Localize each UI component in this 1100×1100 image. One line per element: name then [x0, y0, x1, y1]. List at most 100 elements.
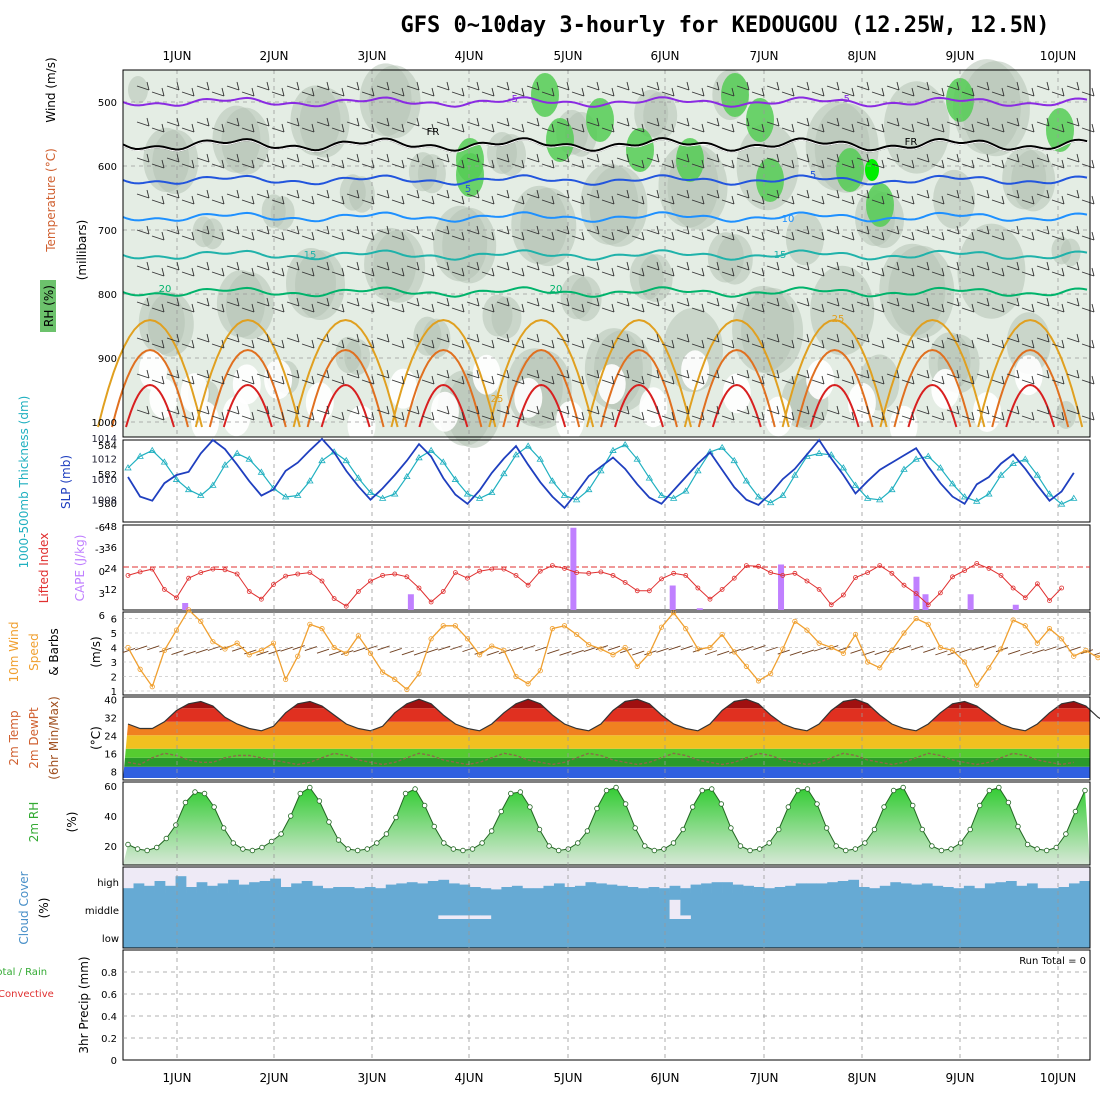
- rh2m-marker: [163, 835, 169, 842]
- rh2m-marker: [890, 787, 897, 794]
- upper-wind-barb: [166, 157, 180, 163]
- rh2m-marker: [173, 822, 179, 828]
- upper-wind-barb-tick: [731, 195, 735, 205]
- rh2m-marker: [823, 825, 830, 831]
- thickness-marker: [488, 488, 496, 495]
- lifted-index-marker: [210, 566, 216, 572]
- upper-wind-barb: [466, 121, 480, 127]
- upper-wind-barb: [451, 163, 465, 169]
- upper-wind-barb: [1066, 193, 1080, 199]
- rh2m-marker: [479, 840, 485, 846]
- upper-wind-barb: [586, 121, 600, 127]
- cloud-high-bar: [459, 884, 471, 893]
- precip-tick: 0: [111, 1056, 117, 1067]
- upper-wind-barb-tick: [806, 369, 810, 379]
- wind10m-marker: [477, 652, 483, 658]
- upper-wind-barb: [841, 415, 855, 421]
- upper-wind-barb: [271, 91, 285, 97]
- upper-wind-barb: [586, 229, 600, 235]
- rh2m-marker: [249, 847, 256, 854]
- upper-wind-barb-tick: [626, 369, 630, 379]
- upper-wind-barb: [241, 127, 255, 133]
- rh-dry: [597, 364, 626, 405]
- upper-wind-barb-tick: [971, 411, 975, 421]
- temp-band: [123, 699, 1090, 709]
- cloud-high-bar: [553, 883, 565, 893]
- cloud-high-bar: [806, 883, 818, 893]
- upper-wind-barb-tick: [146, 81, 150, 91]
- upper-wind-barb-tick: [311, 195, 315, 205]
- upper-wind-barb: [586, 265, 600, 271]
- upper-wind-barb-tick: [761, 231, 765, 241]
- rh-moist: [1046, 108, 1074, 152]
- wind10m-marker: [865, 659, 871, 665]
- cloud-high-bar: [753, 887, 765, 893]
- upper-wind-barb: [181, 379, 195, 385]
- upper-wind-barb-tick: [1091, 159, 1095, 169]
- upper-wind-barb: [901, 379, 915, 385]
- upper-wind-barb-tick: [281, 87, 285, 97]
- upper-wind-barb: [466, 301, 480, 307]
- upper-wind-barb: [301, 235, 315, 241]
- thickness-marker: [924, 452, 932, 459]
- upper-wind-barb: [436, 229, 450, 235]
- rh2m-marker: [575, 840, 581, 846]
- lifted-tick: -3: [95, 545, 105, 556]
- upper-wind-barb-tick: [251, 231, 255, 241]
- upper-wind-barb-tick: [1016, 261, 1020, 271]
- dewpoint-line: [127, 752, 1074, 766]
- upper-wind-barb-tick: [446, 405, 450, 415]
- wind10m-marker: [840, 650, 846, 656]
- thickness-marker: [718, 443, 726, 451]
- upper-wind-barb: [1081, 91, 1095, 97]
- upper-wind-barb: [331, 127, 345, 133]
- upper-wind-barb-tick: [176, 333, 180, 343]
- contour-surface-arch: [977, 318, 1084, 428]
- contour-surface-arch: [893, 348, 972, 428]
- upper-wind-barb-tick: [1001, 231, 1005, 241]
- cloud-mid-gap: [448, 915, 460, 919]
- cloud-high-bar: [343, 887, 355, 893]
- upper-wind-barb: [361, 271, 375, 277]
- upper-wind-barb-tick: [341, 195, 345, 205]
- thickness-marker: [306, 477, 314, 484]
- wind10m-marker: [513, 673, 519, 680]
- rh2m-marker: [1082, 787, 1088, 794]
- upper-wind-barb-tick: [626, 81, 630, 91]
- rh2m-marker: [354, 847, 361, 854]
- upper-wind-barb-tick: [386, 369, 390, 379]
- upper-wind-barb-tick: [146, 117, 150, 127]
- upper-wind-barb-tick: [596, 189, 600, 199]
- upper-wind-barb-tick: [956, 369, 960, 379]
- upper-wind-barb-tick: [581, 339, 585, 349]
- upper-wind-barb: [1021, 307, 1035, 313]
- upper-wind-barb: [436, 409, 450, 415]
- wind10m-barb: [910, 645, 924, 651]
- upper-wind-barb-tick: [1001, 267, 1005, 277]
- upper-wind-barb-tick: [1061, 375, 1065, 385]
- upper-wind-barb-tick: [986, 369, 990, 379]
- rh2m-marker: [661, 846, 667, 852]
- upper-wind-barb: [256, 121, 270, 127]
- upper-wind-barb-tick: [341, 87, 345, 97]
- upper-wind-barb: [376, 229, 390, 235]
- cloud-high-bar: [627, 887, 639, 893]
- upper-wind-barb: [391, 415, 405, 421]
- wind10m-marker: [901, 630, 907, 636]
- cloud-cover-label: Cloud Cover: [17, 871, 31, 944]
- upper-wind-barb: [421, 271, 435, 277]
- upper-wind-barb-tick: [161, 339, 165, 349]
- upper-wind-barb-tick: [731, 411, 735, 421]
- upper-wind-barb-tick: [791, 231, 795, 241]
- upper-wind-barb: [886, 85, 900, 91]
- upper-wind-barb: [601, 271, 615, 277]
- upper-wind-barb-tick: [806, 261, 810, 271]
- upper-wind-barb: [301, 271, 315, 277]
- upper-wind-barb: [736, 409, 750, 415]
- upper-wind-barb-tick: [191, 411, 195, 421]
- cloud-high-bar: [659, 888, 670, 893]
- upper-wind-barb: [466, 229, 480, 235]
- upper-wind-barb-tick: [476, 369, 480, 379]
- upper-wind-barb: [286, 85, 300, 91]
- upper-wind-barb-tick: [1091, 303, 1095, 313]
